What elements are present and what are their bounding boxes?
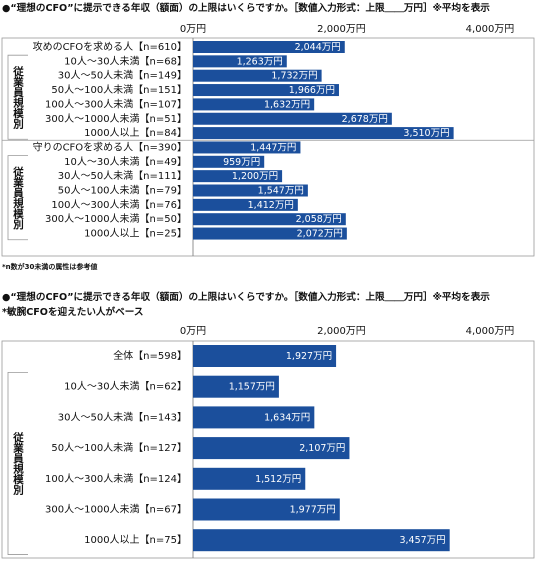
bar [193, 41, 345, 53]
bar [193, 55, 287, 68]
category-label: 50人～100人未満【n=151】 [51, 84, 187, 96]
bar [193, 84, 339, 97]
chart-title: ●“理想のCFO”に提示できる年収（額面）の上限はいくらですか。［数値入力形式：… [2, 2, 490, 14]
category-label: 100人～300人未満【n=124】 [45, 473, 187, 485]
chart-title: ●“理想のCFO”に提示できる年収（額面）の上限はいくらですか。［数値入力形式：… [2, 291, 490, 303]
category-label: 守りのCFOを求める人【n=390】 [33, 140, 187, 153]
category-label: 30人～50人未満【n=149】 [58, 70, 187, 82]
bar [193, 198, 298, 211]
x-tick-label: 2,000万円 [317, 24, 366, 35]
group-bracket [7, 155, 28, 241]
value-label: 1,200万円 [232, 171, 278, 182]
bar [193, 155, 265, 168]
category-label: 30人～50人未満【n=143】 [58, 411, 187, 423]
value-label: 2,072万円 [297, 229, 343, 240]
category-label: 全体【n=598】 [113, 349, 187, 362]
x-tick-label: 4,000万円 [466, 24, 515, 35]
x-tick-label: 0万円 [180, 24, 206, 35]
x-tick-label: 2,000万円 [317, 326, 366, 337]
value-label: 2,107万円 [299, 443, 345, 454]
bar [193, 467, 306, 490]
value-label: 1,927万円 [286, 351, 332, 362]
category-label: 1000人以上【n=75】 [84, 534, 187, 546]
bar [193, 406, 315, 429]
bar [193, 141, 301, 154]
bar [193, 127, 454, 140]
category-label: 1000人以上【n=25】 [84, 228, 187, 240]
category-label: 100人～300人未満【n=107】 [45, 98, 187, 110]
value-label: 2,058万円 [296, 214, 342, 225]
x-tick-label: 0万円 [180, 326, 206, 337]
value-label: 2,044万円 [295, 42, 341, 53]
bar [193, 375, 279, 398]
group-label: 従業員規模別 [12, 65, 24, 130]
x-tick-label: 4,000万円 [466, 326, 515, 337]
value-label: 1,632万円 [264, 99, 310, 110]
value-label: 3,457万円 [399, 535, 445, 546]
value-label: 3,510万円 [403, 128, 449, 139]
value-label: 1,512万円 [255, 474, 301, 485]
value-label: 959万円 [223, 157, 260, 168]
value-label: 1,634万円 [264, 412, 310, 423]
plot-frame [1, 340, 535, 559]
group-bracket [7, 371, 28, 555]
category-label: 1000人以上【n=84】 [84, 127, 187, 139]
category-label: 攻めのCFOを求める人【n=610】 [33, 40, 187, 53]
value-label: 1,263万円 [237, 56, 283, 67]
category-label: 10人～30人未満【n=62】 [64, 381, 187, 393]
value-label: 1,412万円 [248, 200, 294, 211]
chart-subtitle: *敏腕CFOを迎えたい人がベース [2, 306, 143, 318]
bar [193, 498, 340, 521]
category-label: 30人～50人未満【n=111】 [58, 170, 187, 182]
category-label: 100人～300人未満【n=76】 [51, 199, 187, 211]
category-label: 50人～100人未満【n=79】 [58, 185, 187, 197]
group-label: 従業員規模別 [12, 165, 24, 230]
category-label: 50人～100人未満【n=127】 [51, 442, 187, 454]
bar [193, 112, 392, 125]
bar [193, 437, 350, 460]
bar [193, 345, 337, 367]
category-label: 10人～30人未満【n=68】 [64, 55, 187, 67]
value-label: 2,678万円 [342, 114, 388, 125]
category-label: 300人～1000人未満【n=67】 [45, 504, 187, 516]
bar [193, 184, 308, 197]
bar [193, 227, 347, 240]
category-label: 10人～30人未満【n=49】 [64, 156, 187, 168]
group-bracket [7, 54, 28, 140]
value-label: 1,447万円 [250, 142, 296, 153]
category-label: 300人～1000人未満【n=51】 [45, 113, 187, 125]
bar [193, 213, 346, 226]
chart-note: *n数が30未満の属性は参考値 [2, 262, 97, 271]
group-label: 従業員規模別 [12, 431, 24, 496]
bar [193, 69, 322, 82]
plot-frame [1, 37, 535, 257]
bar [193, 98, 315, 111]
value-label: 1,547万円 [258, 186, 304, 197]
value-label: 1,157万円 [229, 382, 275, 393]
bar [193, 529, 450, 552]
value-label: 1,977万円 [290, 505, 336, 516]
bar [193, 170, 283, 183]
value-label: 1,966万円 [289, 85, 335, 96]
category-label: 300人～1000人未満【n=50】 [45, 213, 187, 225]
value-label: 1,732万円 [271, 71, 317, 82]
